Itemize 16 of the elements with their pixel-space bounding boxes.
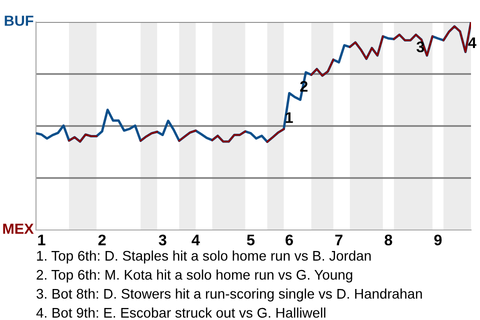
x-tick-label: 4 <box>192 234 200 246</box>
text: 3. Bot 8th: D. Stowers hit a run-scoring single vs D. Handrahan <box>36 288 422 302</box>
annotation: 4 <box>468 37 476 48</box>
x-tick-label: 1 <box>38 234 46 246</box>
x-tick-label: 6 <box>286 234 293 246</box>
text: 1. Top 6th: D. Staples hit a solo home run vs B. Jordan <box>37 250 371 264</box>
text: MEX <box>3 224 34 234</box>
x-tick-label: 2 <box>98 234 106 246</box>
x-tick-label: 9 <box>434 234 442 246</box>
text: BUF <box>4 16 34 26</box>
text: 2. Top 6th: M. Kota hit a solo home run vs G. Young <box>36 270 352 282</box>
x-tick-label: 3 <box>158 234 166 246</box>
x-tick-label: 5 <box>246 234 255 246</box>
x-tick-label: 8 <box>384 234 392 246</box>
text: 4. Bot 9th: E. Escobar struck out vs G. Halliwell <box>36 308 326 318</box>
x-tick-label: 7 <box>335 234 342 246</box>
